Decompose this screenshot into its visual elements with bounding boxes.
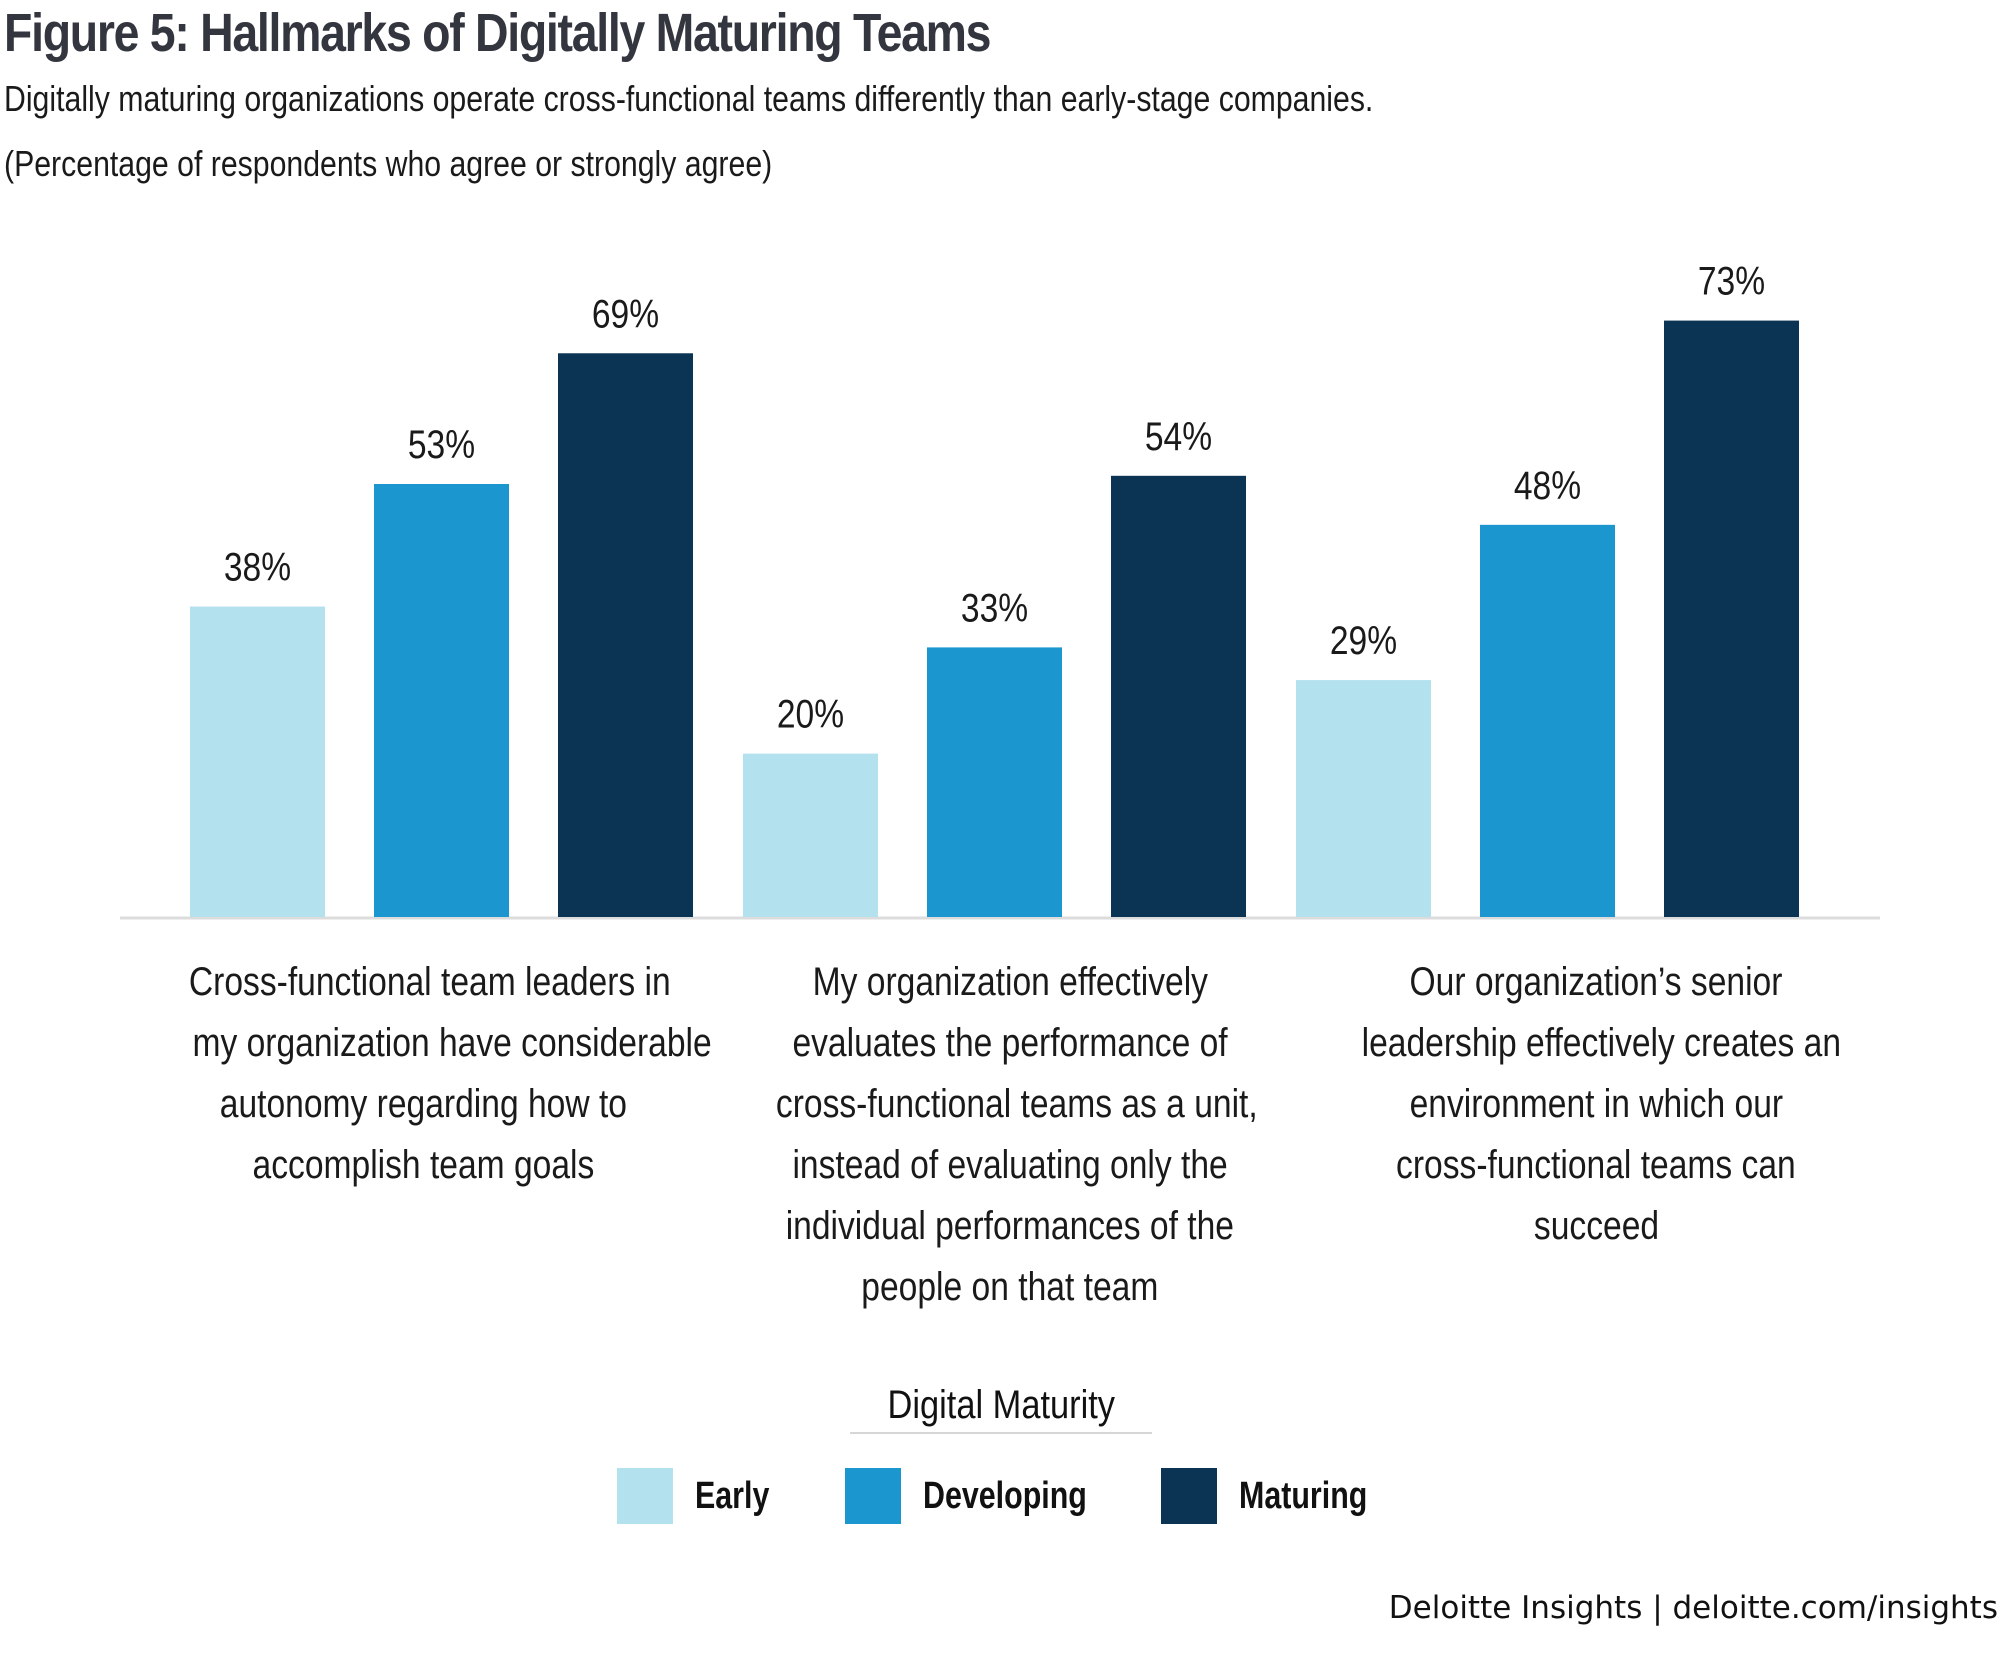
data-label-developing-2: 33% [961,586,1028,630]
legend-swatch-maturing [1161,1468,1217,1524]
category-label-3: Our organization’s senior leadership effe… [1316,952,1876,1257]
legend-swatch-developing [845,1468,901,1524]
bar-maturing-2 [1111,475,1246,917]
category-label-line: Our organization’s senior [1409,960,1783,1004]
legend-label-maturing: Maturing [1239,1474,1368,1517]
category-label-line: individual performances of the [785,1204,1235,1248]
category-label-line: instead of evaluating only the [792,1143,1228,1187]
bar-developing-2 [927,647,1062,917]
category-label-line: my organization have considerable [192,1021,712,1065]
data-label-developing-1: 53% [408,422,475,466]
bar-maturing-3 [1664,320,1799,918]
category-label-2: My organization effectively evaluates the… [730,952,1290,1318]
category-label-line: succeed [1533,1204,1659,1248]
legend-swatch-early [617,1468,673,1524]
category-label-line: environment in which our [1409,1082,1783,1126]
legend-item-maturing: Maturing [1161,1468,1399,1524]
bar-maturing-1 [558,353,693,917]
data-label-maturing-1: 69% [592,292,659,336]
category-label-1: Cross-functional team leaders in my organ… [143,952,712,1196]
category-label-line: leadership effectively creates an [1361,1021,1842,1065]
bar-developing-1 [374,483,509,917]
category-label-line: accomplish team goals [252,1143,594,1187]
data-label-early-3: 29% [1330,618,1397,662]
bar-developing-3 [1480,524,1615,917]
chart-note: (Percentage of respondents who agree or … [4,143,773,184]
bar-early-2 [743,753,878,917]
category-label-line: cross-functional teams as a unit, [775,1082,1258,1126]
category-label-line: people on that team [861,1265,1159,1309]
legend-label-developing: Developing [923,1474,1087,1517]
chart-title: Figure 5: Hallmarks of Digitally Maturin… [4,3,992,63]
source-footer: Deloitte Insights | deloitte.com/insight… [1388,1590,1998,1626]
data-label-maturing-3: 73% [1698,259,1765,303]
data-label-developing-3: 48% [1514,463,1581,507]
data-label-early-1: 38% [224,545,291,589]
legend-item-developing: Developing [845,1468,1128,1524]
legend-title: Digital Maturity [850,1383,1152,1434]
legend-label-early: Early [695,1474,770,1517]
legend-item-early: Early [617,1468,788,1524]
category-label-line: cross-functional teams can [1396,1143,1796,1187]
data-label-maturing-2: 54% [1145,414,1212,458]
category-label-line: My organization effectively [812,960,1208,1004]
category-label-line: evaluates the performance of [792,1021,1228,1065]
bar-early-3 [1296,680,1431,917]
category-label-line: Cross-functional team leaders in [188,960,671,1004]
chart-subtitle: Digitally maturing organizations operate… [4,78,1374,119]
data-label-early-2: 20% [777,692,844,736]
category-label-line: autonomy regarding how to [219,1082,627,1126]
bar-early-1 [190,606,325,917]
